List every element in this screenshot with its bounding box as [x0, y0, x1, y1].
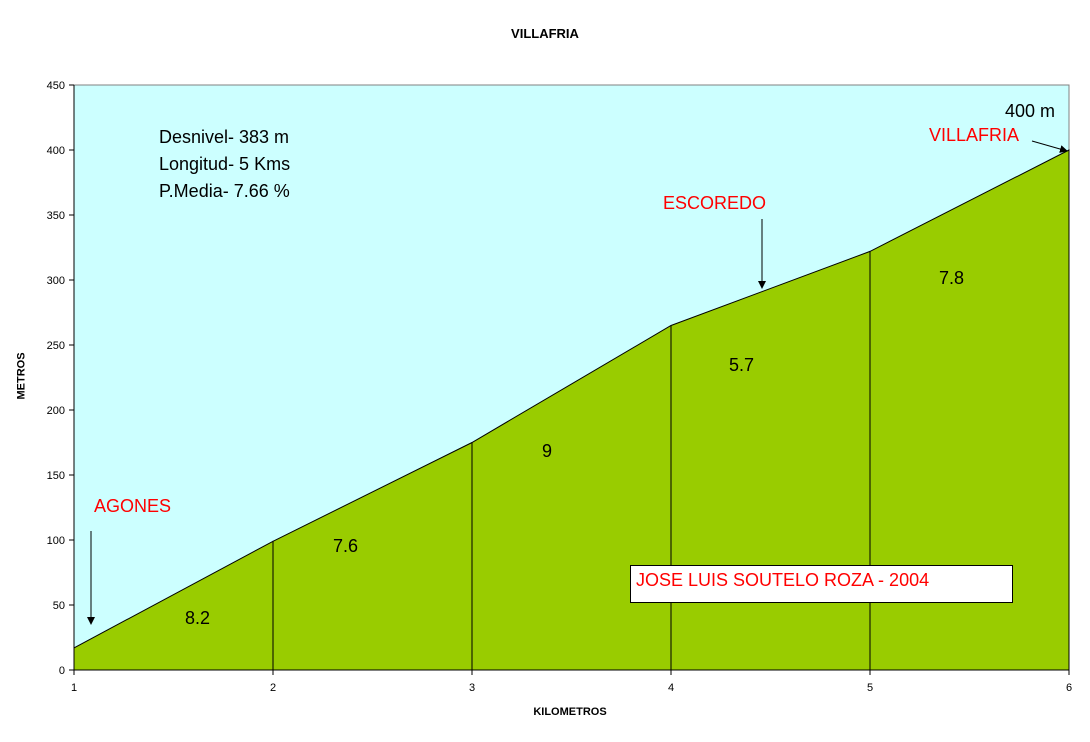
credit-box: JOSE LUIS SOUTELO ROZA - 2004 — [630, 565, 1013, 603]
y-axis-label: METROS — [15, 352, 28, 400]
data-point — [272, 540, 274, 542]
x-tick-label: 6 — [1066, 682, 1072, 694]
info-desnivel: Desnivel- 383 m — [159, 127, 290, 147]
gradient-label: 5.7 — [729, 355, 755, 375]
data-point — [471, 442, 473, 443]
y-tick-label: 450 — [47, 80, 65, 92]
y-tick-label: 100 — [47, 535, 65, 547]
y-tick-label: 50 — [53, 600, 65, 612]
y-tick-label: 0 — [59, 665, 65, 677]
data-point — [670, 325, 672, 326]
arrow-villafria — [1031, 140, 1068, 153]
info-pendiente: P.Media- 7.66 % — [159, 181, 290, 201]
x-tick-label: 1 — [71, 682, 77, 694]
gradient-label: 9 — [542, 441, 553, 461]
y-tick-label: 250 — [47, 340, 65, 352]
x-tick-label: 3 — [469, 682, 475, 694]
info-longitud: Longitud- 5 Kms — [159, 154, 291, 174]
y-tick-label: 200 — [47, 405, 65, 417]
annotation-agones: AGONES — [94, 496, 172, 516]
y-tick-label: 150 — [47, 470, 65, 482]
annotation-villafria: VILLAFRIA — [929, 125, 1020, 145]
x-tick-label: 5 — [867, 682, 873, 694]
data-point — [1068, 149, 1070, 151]
y-tick-label: 350 — [47, 210, 65, 222]
x-axis-label: KILOMETROS — [533, 706, 607, 718]
annotation-summit: 400 m — [1005, 101, 1056, 121]
x-tick-label: 2 — [270, 682, 276, 694]
gradient-label: 8.2 — [185, 608, 211, 628]
y-tick-label: 300 — [47, 275, 65, 287]
data-point — [869, 250, 871, 252]
route-info: Desnivel- 383 m Longitud- 5 Kms P.Media-… — [159, 124, 290, 205]
annotation-escoredo: ESCOREDO — [663, 193, 767, 213]
chart-title: VILLAFRIA — [511, 26, 579, 41]
gradient-label: 7.8 — [939, 268, 965, 288]
x-tick-label: 4 — [668, 682, 674, 694]
gradient-label: 7.6 — [333, 536, 359, 556]
y-tick-label: 400 — [47, 145, 65, 157]
